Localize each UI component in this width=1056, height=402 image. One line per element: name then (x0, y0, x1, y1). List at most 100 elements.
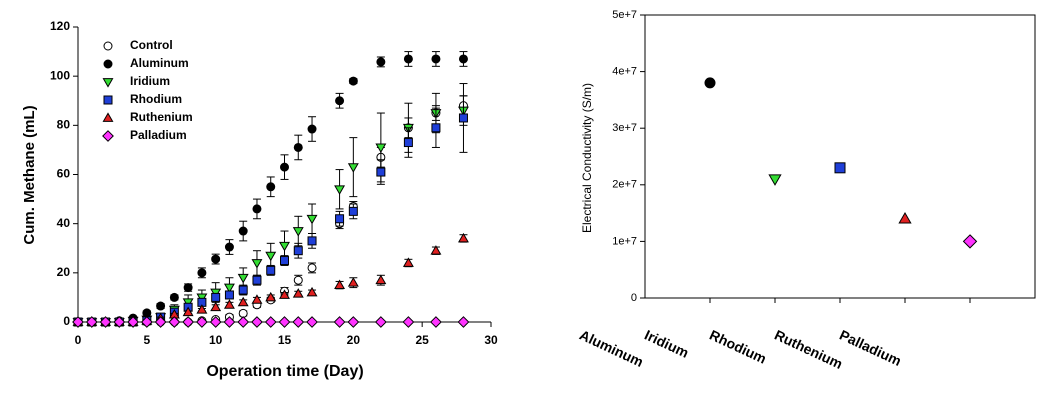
data-point (334, 279, 346, 290)
data-point (898, 212, 912, 224)
data-point (306, 316, 318, 328)
legend-marker (103, 95, 113, 105)
y-tick-label: 1e+7 (612, 235, 637, 247)
data-point (251, 259, 263, 269)
data-point (333, 316, 346, 328)
y-tick-label: 20 (57, 265, 71, 279)
y-tick-label: 0 (631, 292, 637, 304)
data-point (252, 275, 262, 285)
data-point (376, 167, 386, 177)
data-point (458, 113, 468, 123)
y-tick-label: 80 (57, 118, 71, 132)
data-point (266, 265, 276, 275)
data-point (431, 123, 441, 133)
data-point (251, 294, 263, 304)
data-point (183, 283, 193, 293)
y-tick-label: 120 (50, 19, 70, 33)
x-axis-title: Operation time (Day) (206, 363, 363, 380)
data-point (224, 290, 234, 300)
data-point (127, 316, 139, 328)
legend-label: Ruthenium (130, 110, 193, 124)
data-point (292, 288, 304, 298)
data-point (237, 273, 249, 284)
data-point (348, 206, 358, 216)
legend-marker (103, 59, 113, 69)
y-tick-label: 40 (57, 216, 71, 230)
legend-label: Rhodium (130, 92, 182, 106)
data-point (99, 316, 112, 328)
y-tick-label: 0 (63, 314, 70, 328)
data-point (431, 54, 441, 64)
legend-marker (102, 78, 114, 88)
x-tick-label: 0 (75, 333, 82, 347)
data-point (458, 54, 468, 64)
data-point (85, 316, 98, 328)
data-point (430, 245, 442, 255)
data-point (376, 57, 386, 67)
data-point (403, 138, 413, 148)
data-point (210, 301, 222, 312)
data-point (307, 124, 317, 134)
data-point (307, 263, 317, 273)
data-point (347, 163, 359, 173)
data-point (347, 316, 360, 328)
data-point (402, 316, 415, 328)
legend-marker (102, 130, 114, 142)
data-point (169, 292, 179, 302)
data-point (307, 236, 317, 246)
data-point (335, 214, 345, 224)
data-point (280, 256, 289, 266)
data-point (238, 285, 248, 295)
x-tick-label: Palladium (837, 327, 904, 369)
data-point (238, 226, 248, 236)
data-point (72, 316, 84, 328)
data-point (264, 316, 277, 328)
y-tick-label: 2e+7 (612, 179, 637, 191)
data-point (293, 275, 303, 285)
x-tick-label: Ruthenium (772, 327, 845, 372)
data-point (252, 204, 262, 214)
data-point (251, 316, 263, 328)
x-tick-label: 30 (484, 333, 498, 347)
data-point (402, 257, 414, 267)
data-point (209, 316, 222, 328)
x-tick-label: 10 (209, 333, 223, 347)
data-point (962, 234, 978, 249)
data-point (224, 242, 234, 252)
data-point (278, 316, 291, 328)
data-point (293, 246, 303, 256)
data-point (113, 316, 126, 328)
data-point (223, 299, 235, 309)
x-tick-label: Aluminum (577, 327, 646, 370)
legend-marker (103, 41, 113, 51)
data-point (223, 283, 235, 294)
data-point (292, 227, 304, 237)
x-tick-label: 15 (278, 333, 292, 347)
y-axis-title: Electrical Conductivity (S/m) (580, 83, 594, 233)
data-point (237, 316, 250, 328)
data-point (156, 301, 166, 311)
legend-label: Palladium (130, 128, 187, 142)
data-point (140, 316, 153, 328)
data-point (154, 316, 167, 328)
data-point (211, 292, 221, 302)
data-point (237, 296, 249, 307)
legend-label: Iridium (130, 74, 170, 88)
data-point (293, 142, 303, 152)
plot-frame (644, 14, 1036, 299)
data-point (280, 162, 289, 172)
data-point (768, 174, 782, 186)
x-tick-label: 5 (143, 333, 150, 347)
data-point (347, 277, 359, 287)
x-tick-label: Rhodium (707, 327, 769, 367)
data-point (430, 316, 442, 328)
y-tick-label: 5e+7 (612, 9, 637, 21)
data-point (403, 54, 413, 64)
data-point (182, 316, 195, 328)
data-point (374, 316, 387, 328)
data-point (334, 185, 346, 195)
legend-label: Control (130, 38, 173, 52)
data-point (375, 274, 387, 285)
legend-label: Aluminum (130, 56, 189, 70)
y-axis-title: Cum. Methane (mL) (21, 105, 38, 244)
